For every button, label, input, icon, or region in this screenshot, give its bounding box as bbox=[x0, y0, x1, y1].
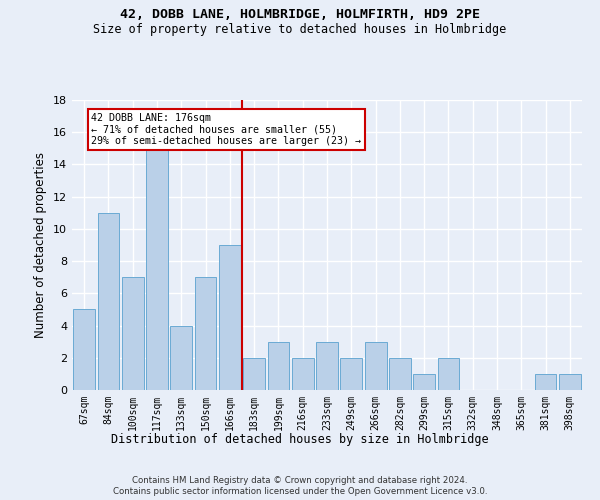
Bar bbox=[389, 358, 411, 390]
Bar bbox=[243, 358, 265, 390]
Bar bbox=[316, 342, 338, 390]
Bar bbox=[365, 342, 386, 390]
Bar bbox=[535, 374, 556, 390]
Bar bbox=[122, 277, 143, 390]
Bar bbox=[413, 374, 435, 390]
Text: 42 DOBB LANE: 176sqm
← 71% of detached houses are smaller (55)
29% of semi-detac: 42 DOBB LANE: 176sqm ← 71% of detached h… bbox=[91, 113, 361, 146]
Bar bbox=[170, 326, 192, 390]
Bar bbox=[559, 374, 581, 390]
Text: Size of property relative to detached houses in Holmbridge: Size of property relative to detached ho… bbox=[94, 22, 506, 36]
Bar bbox=[97, 213, 119, 390]
Bar bbox=[146, 148, 168, 390]
Y-axis label: Number of detached properties: Number of detached properties bbox=[34, 152, 47, 338]
Bar bbox=[437, 358, 460, 390]
Bar bbox=[292, 358, 314, 390]
Bar bbox=[219, 245, 241, 390]
Text: 42, DOBB LANE, HOLMBRIDGE, HOLMFIRTH, HD9 2PE: 42, DOBB LANE, HOLMBRIDGE, HOLMFIRTH, HD… bbox=[120, 8, 480, 20]
Bar bbox=[268, 342, 289, 390]
Bar bbox=[194, 277, 217, 390]
Text: Contains HM Land Registry data © Crown copyright and database right 2024.: Contains HM Land Registry data © Crown c… bbox=[132, 476, 468, 485]
Text: Distribution of detached houses by size in Holmbridge: Distribution of detached houses by size … bbox=[111, 432, 489, 446]
Bar bbox=[340, 358, 362, 390]
Text: Contains public sector information licensed under the Open Government Licence v3: Contains public sector information licen… bbox=[113, 488, 487, 496]
Bar bbox=[73, 310, 95, 390]
